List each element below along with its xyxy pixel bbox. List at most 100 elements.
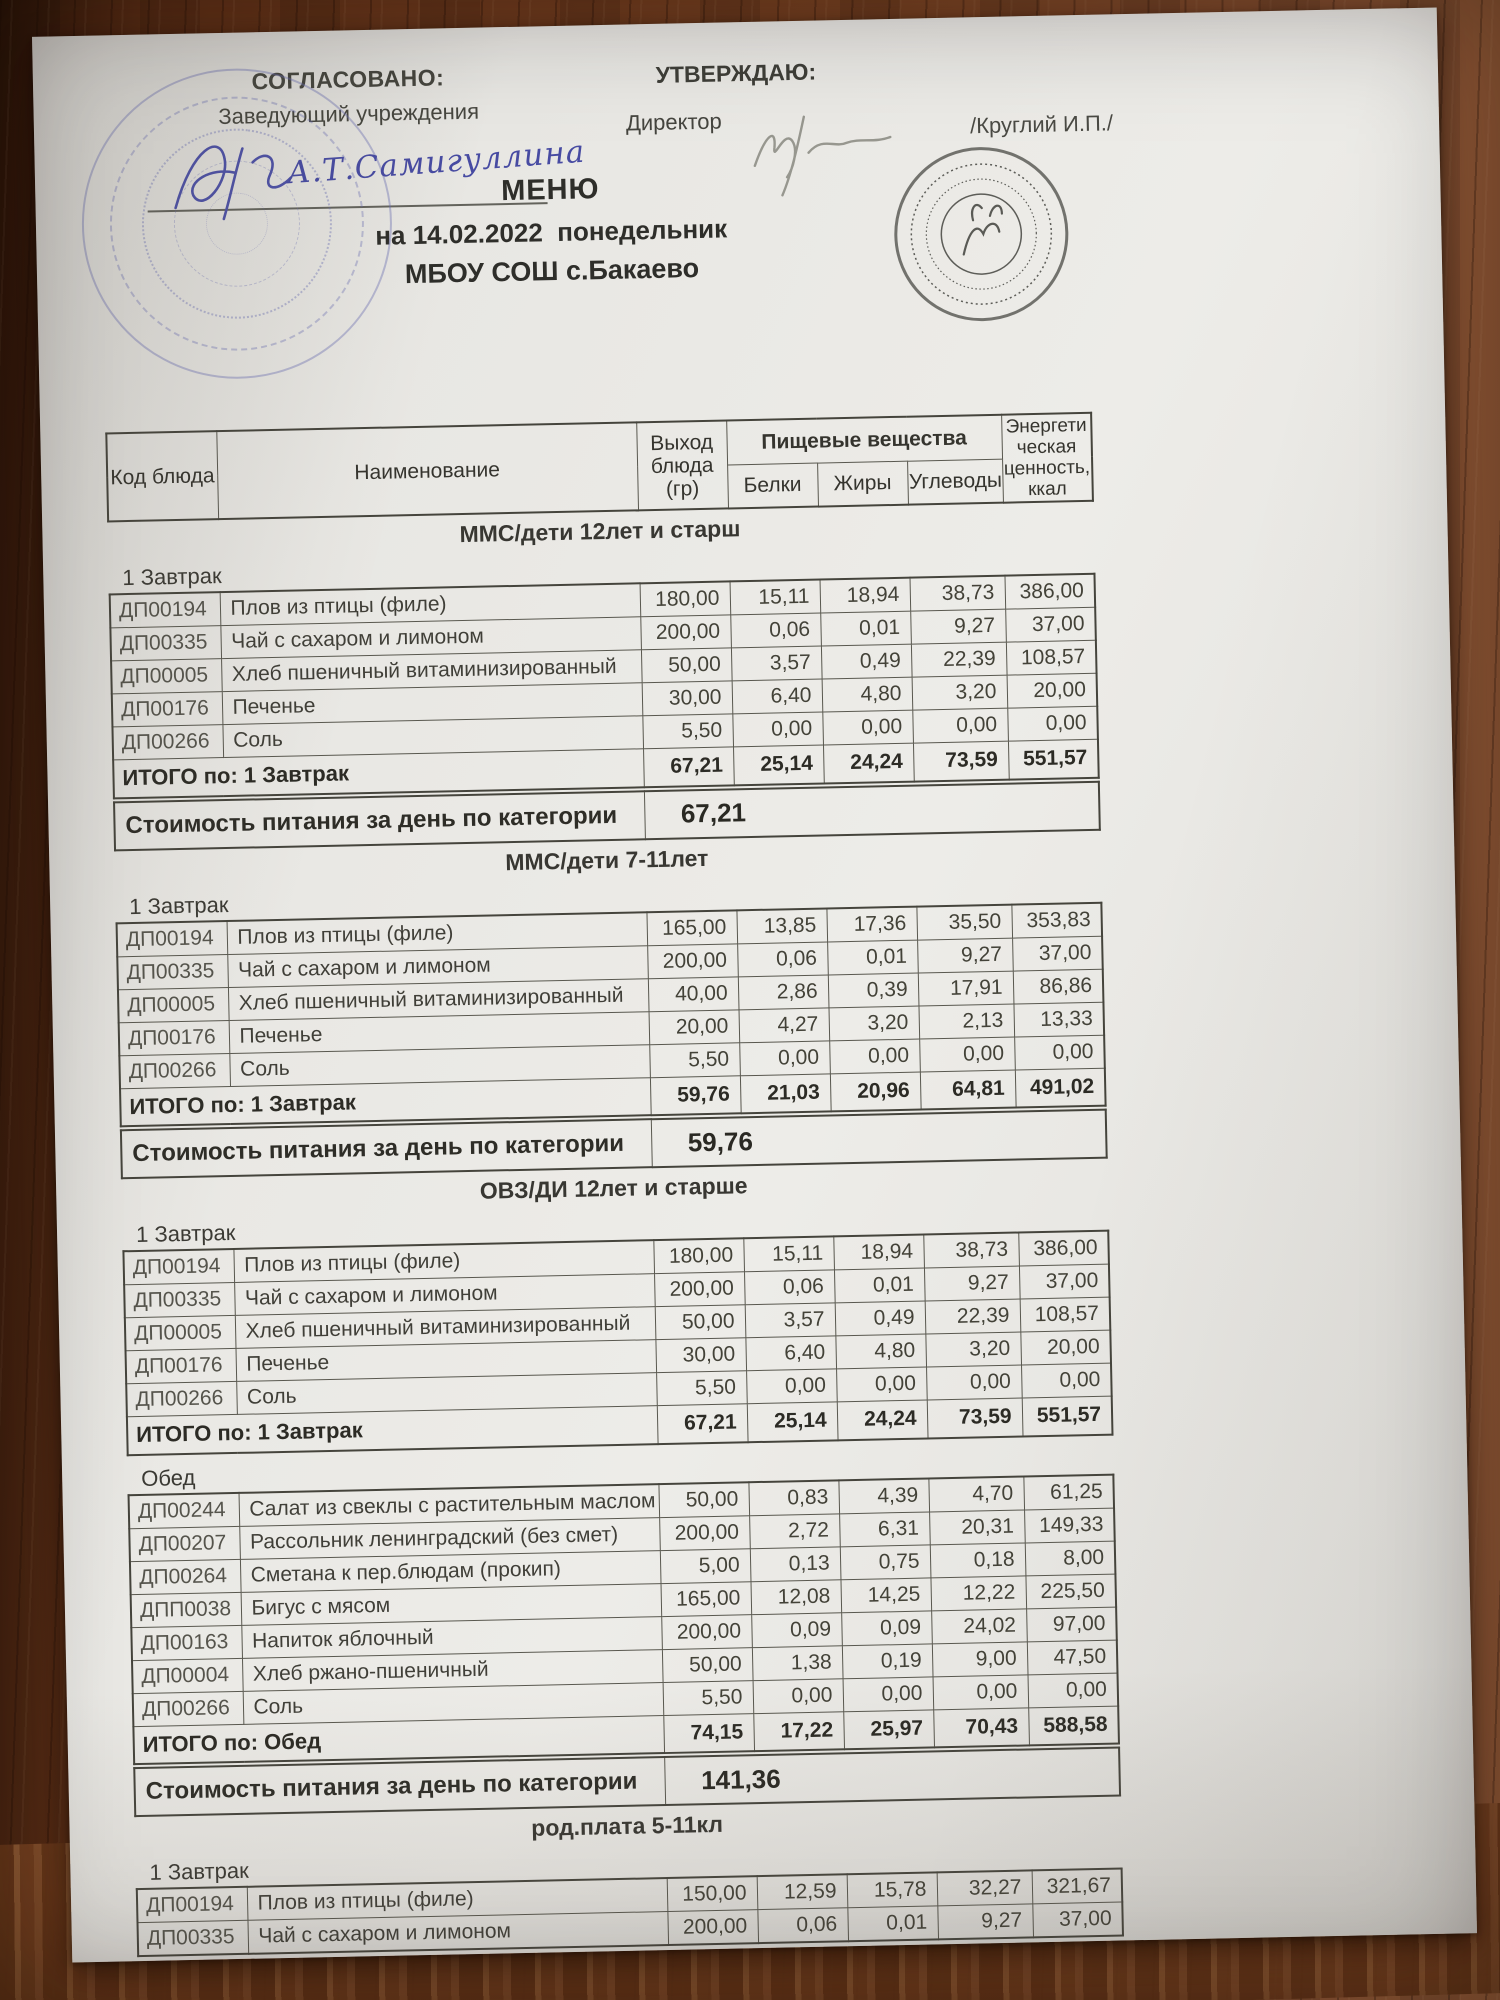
col-header-name: Наименование xyxy=(216,422,639,520)
dish-code: ДП00335 xyxy=(110,625,222,661)
cost-label: Стоимость питания за день по категории xyxy=(114,790,645,850)
value-cell: 200,00 xyxy=(667,1909,759,1946)
total-value: 73,59 xyxy=(926,1397,1023,1438)
value-cell: 200,00 xyxy=(661,1614,752,1650)
value-cell: 0,06 xyxy=(757,1907,849,1944)
value-cell: 0,00 xyxy=(919,1036,1015,1072)
value-cell: 5,00 xyxy=(659,1548,751,1584)
value-cell: 4,27 xyxy=(738,1007,830,1043)
value-cell: 0,06 xyxy=(744,1269,835,1305)
value-cell: 13,85 xyxy=(736,907,828,944)
dish-code: ДП00004 xyxy=(132,1657,243,1694)
col-header-energy: Энергети ческая ценность, ккал xyxy=(1001,412,1093,503)
value-cell: 0,75 xyxy=(839,1544,931,1580)
table-header: Код блюда Наименование Выход блюда (гр) … xyxy=(105,411,1094,523)
value-cell: 0,01 xyxy=(847,1905,939,1942)
value-cell: 4,70 xyxy=(928,1475,1025,1512)
total-value: 25,97 xyxy=(843,1709,935,1750)
dish-code: ДП00194 xyxy=(123,1248,235,1285)
menu-table: ДП00194 Плов из птицы (филе) 180,00 15,11 18… xyxy=(108,572,1100,799)
cost-value: 67,21 xyxy=(643,781,1100,839)
value-cell: 0,00 xyxy=(752,1678,844,1714)
dish-code: ДП00335 xyxy=(117,954,228,990)
value-cell: 20,00 xyxy=(1020,1330,1111,1366)
value-cell: 38,73 xyxy=(909,575,1006,612)
value-cell: 13,33 xyxy=(1013,1001,1105,1037)
value-cell: 30,00 xyxy=(641,680,733,716)
dish-code: ДПП0038 xyxy=(130,1591,242,1628)
value-cell: 6,40 xyxy=(745,1335,837,1371)
value-cell: 9,27 xyxy=(923,1266,1020,1302)
dish-code: ДП00244 xyxy=(128,1492,240,1529)
value-cell: 0,01 xyxy=(833,1268,925,1303)
value-cell: 321,67 xyxy=(1031,1868,1123,1904)
value-cell: 3,20 xyxy=(925,1332,1022,1367)
value-cell: 12,59 xyxy=(756,1874,848,1910)
value-cell: 40,00 xyxy=(647,976,739,1012)
value-cell: 3,57 xyxy=(744,1302,836,1338)
value-cell: 50,00 xyxy=(640,647,732,683)
value-cell: 32,27 xyxy=(936,1870,1033,1906)
dish-code: ДП00176 xyxy=(125,1348,237,1384)
value-cell: 22,39 xyxy=(910,642,1007,678)
value-cell: 0,01 xyxy=(827,939,918,975)
value-cell: 4,39 xyxy=(838,1477,930,1514)
value-cell: 37,00 xyxy=(1018,1264,1110,1300)
value-cell: 35,50 xyxy=(916,904,1013,940)
seal-emblem xyxy=(910,163,1053,305)
value-cell: 14,25 xyxy=(840,1577,932,1613)
value-cell: 0,00 xyxy=(746,1368,837,1404)
value-cell: 0,00 xyxy=(912,708,1008,744)
value-cell: 200,00 xyxy=(640,614,731,650)
dish-code: ДП00266 xyxy=(132,1690,244,1727)
col-header-output: Выход блюда (гр) xyxy=(636,420,729,511)
dish-code: ДП00194 xyxy=(116,920,228,957)
value-cell: 15,78 xyxy=(846,1872,938,1908)
value-cell: 61,25 xyxy=(1023,1474,1115,1510)
dish-code: ДП00207 xyxy=(129,1525,240,1562)
value-cell: 200,00 xyxy=(654,1271,745,1307)
value-cell: 9,27 xyxy=(917,937,1013,973)
director-signature xyxy=(753,115,892,197)
dish-code: ДП00005 xyxy=(111,658,222,694)
value-cell: 17,91 xyxy=(917,970,1014,1006)
value-cell: 50,00 xyxy=(658,1481,750,1518)
value-cell: 225,50 xyxy=(1025,1573,1117,1609)
value-cell: 37,00 xyxy=(1032,1901,1123,1938)
col-header-protein: Белки xyxy=(727,462,818,509)
value-cell: 0,00 xyxy=(829,1038,920,1074)
value-cell: 0,00 xyxy=(739,1040,830,1076)
menu-body: Код блюда Наименование Выход блюда (гр) … xyxy=(105,410,1125,1958)
col-header-carbs: Углеводы xyxy=(907,458,1003,505)
total-value: 59,76 xyxy=(649,1075,741,1116)
value-cell: 180,00 xyxy=(639,581,731,617)
value-cell: 386,00 xyxy=(1004,573,1096,610)
value-cell: 1,38 xyxy=(751,1645,843,1681)
value-cell: 20,00 xyxy=(648,1009,740,1045)
value-cell: 149,33 xyxy=(1024,1507,1115,1543)
value-cell: 18,94 xyxy=(819,577,911,614)
value-cell: 50,00 xyxy=(654,1304,746,1340)
value-cell: 2,13 xyxy=(918,1003,1015,1039)
value-cell: 0,09 xyxy=(751,1612,842,1648)
value-cell: 0,00 xyxy=(1014,1034,1105,1070)
value-cell: 3,57 xyxy=(730,646,822,681)
dish-code: ДП00005 xyxy=(117,987,229,1023)
menu-table: ДП00194 Плов из птицы (филе) 180,00 15,11 18… xyxy=(122,1229,1114,1456)
total-value: 25,14 xyxy=(733,745,824,785)
round-dark-seal xyxy=(892,145,1071,323)
value-cell: 17,36 xyxy=(826,906,918,942)
total-value: 67,21 xyxy=(656,1403,748,1444)
dish-code: ДП00335 xyxy=(137,1920,249,1957)
dish-code: ДП00264 xyxy=(129,1558,241,1595)
cost-value: 141,36 xyxy=(664,1747,1121,1806)
col-header-nutrients: Пищевые вещества xyxy=(726,414,1003,465)
value-cell: 9,27 xyxy=(937,1903,1034,1940)
value-cell: 180,00 xyxy=(653,1238,745,1274)
value-cell: 0,00 xyxy=(732,712,823,747)
value-cell: 0,49 xyxy=(834,1301,926,1336)
dish-code: ДП00176 xyxy=(111,691,223,727)
value-cell: 150,00 xyxy=(666,1876,758,1912)
value-cell: 0,06 xyxy=(730,613,821,648)
approve-title: УТВЕРЖДАЮ: xyxy=(655,58,817,88)
